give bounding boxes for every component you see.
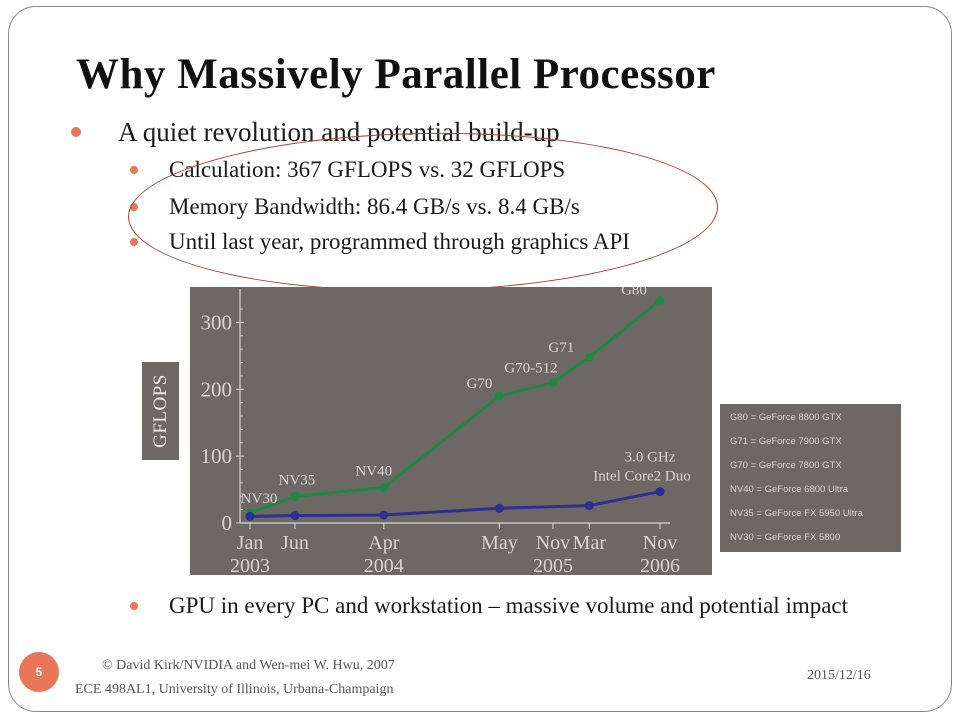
- point-label: NV40: [355, 464, 392, 480]
- point-label: NV35: [279, 472, 316, 488]
- y-tick-label: 100: [201, 444, 233, 468]
- sub-bullet-text: Until last year, programmed through grap…: [169, 229, 630, 254]
- x-tick-year-label: 2003: [230, 555, 270, 575]
- footer-date: 2015/12/16: [807, 668, 871, 683]
- data-point-cpu: [379, 510, 389, 520]
- series-line-cpu: [249, 490, 661, 518]
- slide-title: Why Massively Parallel Processor: [76, 51, 716, 98]
- data-point-cpu: [245, 511, 255, 521]
- bullet-dot: [130, 166, 138, 174]
- x-tick-label: Nov: [643, 532, 677, 554]
- sub-bullet-gpu-every-pc: GPU in every PC and workstation – massiv…: [130, 591, 939, 620]
- cpu-annotation-line1: 3.0 GHz: [625, 450, 676, 466]
- bullet-dot: [130, 238, 138, 246]
- legend-entry: NV30 = GeForce FX 5800: [730, 532, 841, 543]
- data-point-gpu: [655, 295, 665, 305]
- point-label: G80: [621, 287, 647, 298]
- x-tick-label: Jun: [281, 532, 309, 554]
- y-tick-label: 300: [201, 310, 233, 334]
- slide-number-badge: 5: [19, 652, 59, 692]
- point-label: G70-512: [504, 361, 557, 377]
- sub-bullet-text: Memory Bandwidth: 86.4 GB/s vs. 8.4 GB/s: [169, 194, 580, 219]
- footer-copyright: © David Kirk/NVIDIA and Wen-mei W. Hwu, …: [102, 658, 395, 673]
- sub-bullet-graphics-api: Until last year, programmed through grap…: [130, 229, 630, 255]
- y-tick-label: 0: [222, 511, 233, 535]
- legend-entry: NV35 = GeForce FX 5950 Ultra: [730, 508, 863, 519]
- x-tick-label: Apr: [368, 532, 399, 554]
- x-tick-label: May: [481, 532, 518, 554]
- slide-frame: [8, 6, 952, 712]
- y-tick-label: 200: [201, 377, 233, 401]
- data-point-cpu: [290, 511, 300, 521]
- cpu-annotation-line2: Intel Core2 Duo: [593, 469, 690, 485]
- data-point-gpu: [584, 352, 594, 362]
- x-tick-label: Jan: [237, 532, 264, 554]
- bullet-dot: [130, 602, 138, 610]
- point-label: G71: [548, 340, 574, 356]
- x-tick-label: Nov: [536, 532, 570, 554]
- chart-background: [190, 287, 712, 575]
- point-label: G70: [467, 376, 493, 392]
- data-point-gpu: [290, 491, 300, 501]
- y-axis-label: GFLOPS: [149, 374, 171, 448]
- legend-entry: G80 = GeForce 8800 GTX: [730, 412, 842, 423]
- legend-box: G80 = GeForce 8800 GTX G71 = GeForce 790…: [720, 404, 901, 552]
- data-point-cpu: [584, 501, 594, 511]
- footer-course: ECE 498AL1, University of Illinois, Urba…: [75, 682, 394, 697]
- data-point-gpu: [379, 483, 389, 493]
- sub-bullet-bandwidth: Memory Bandwidth: 86.4 GB/s vs. 8.4 GB/s: [130, 194, 580, 220]
- data-point-gpu: [548, 378, 558, 388]
- y-axis-label-box: GFLOPS: [142, 362, 179, 460]
- bullet-dot: [71, 127, 81, 137]
- bullet-main-text: A quiet revolution and potential build-u…: [118, 117, 560, 147]
- data-point-cpu: [494, 503, 504, 513]
- legend-entry: G71 = GeForce 7900 GTX: [730, 436, 842, 447]
- point-label: NV30: [241, 491, 278, 507]
- bullet-dot: [130, 203, 138, 211]
- x-tick-year-label: 2006: [640, 555, 680, 575]
- data-point-gpu: [494, 391, 504, 401]
- data-point-cpu: [655, 487, 665, 497]
- sub-bullet-text: Calculation: 367 GFLOPS vs. 32 GFLOPS: [169, 157, 566, 182]
- bullet-main: A quiet revolution and potential build-u…: [71, 117, 560, 148]
- sub-bullet-calculation: Calculation: 367 GFLOPS vs. 32 GFLOPS: [130, 157, 566, 183]
- x-tick-year-label: 2004: [364, 555, 404, 575]
- legend-entry: NV40 = GeForce 6800 Ultra: [730, 484, 849, 495]
- legend-entry: G70 = GeForce 7800 GTX: [730, 460, 842, 471]
- x-tick-year-label: 2005: [533, 555, 573, 575]
- sub-bullet-text: GPU in every PC and workstation – massiv…: [169, 593, 849, 618]
- x-tick-label: Mar: [573, 532, 607, 554]
